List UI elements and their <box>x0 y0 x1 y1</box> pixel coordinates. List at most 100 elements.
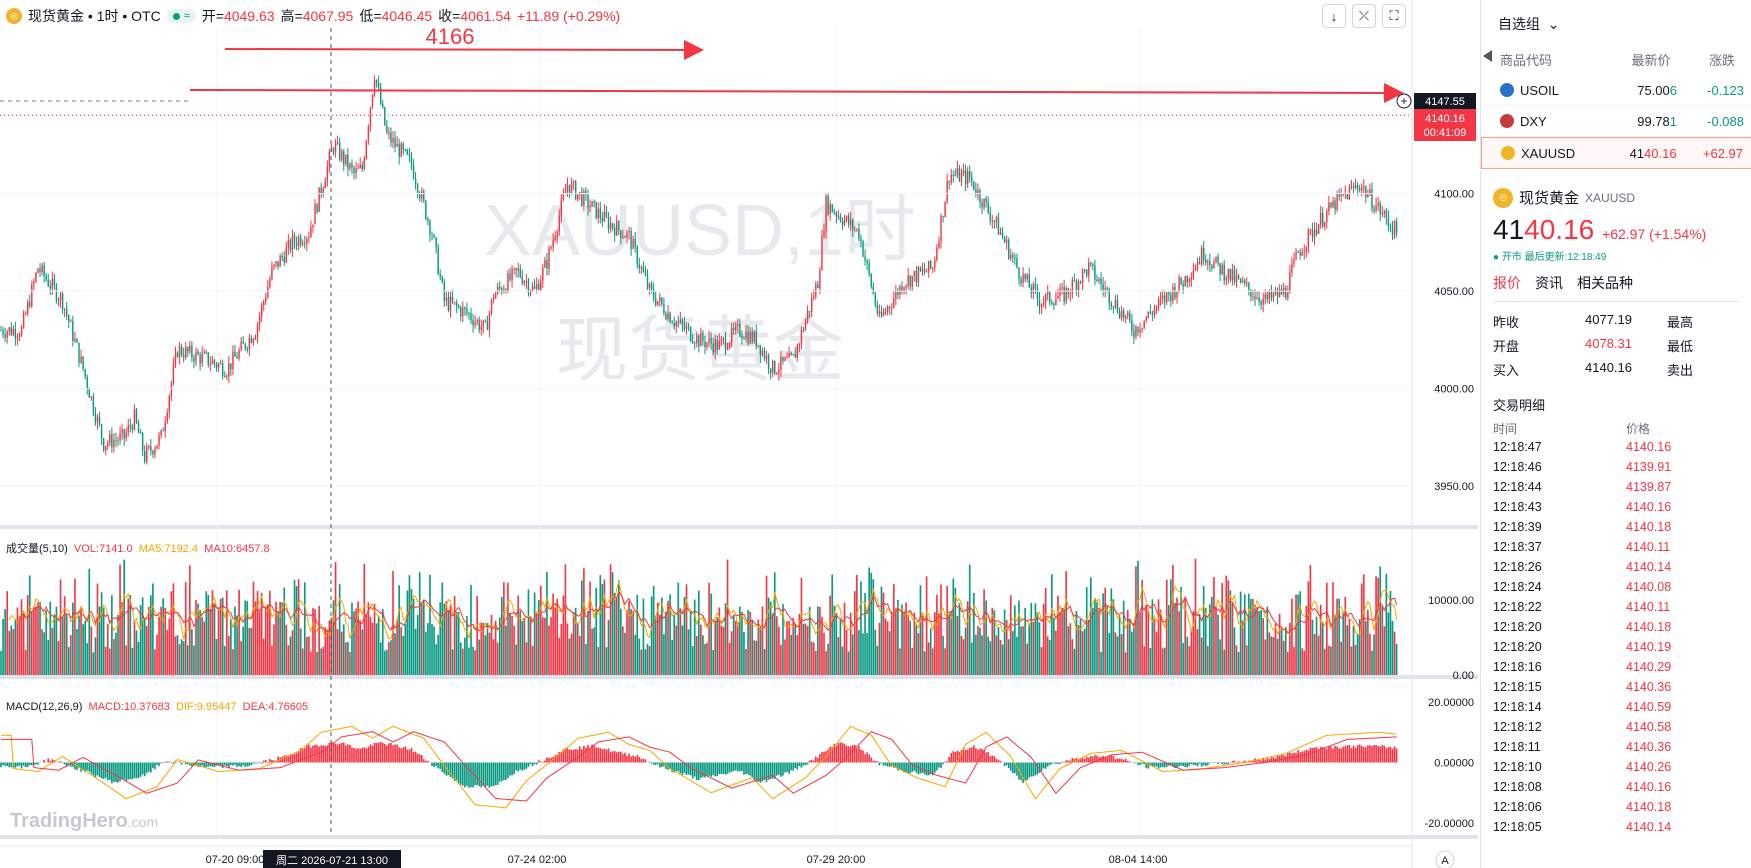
tab-news[interactable]: 资讯 <box>1535 275 1563 291</box>
volume-bar <box>28 575 31 675</box>
candle-body <box>1307 229 1310 247</box>
candle-body <box>457 306 460 308</box>
volume-bar <box>1369 633 1371 675</box>
volume-bar <box>888 631 891 675</box>
candle-body <box>429 220 431 235</box>
macd-hist-bar <box>765 762 768 782</box>
candle-body <box>63 308 66 310</box>
macd-hist-bar <box>1182 762 1184 766</box>
download-icon[interactable]: ↓ <box>1322 4 1346 28</box>
candle-body <box>1059 288 1061 296</box>
macd-hist-bar <box>535 762 538 765</box>
macd-hist-bar <box>223 762 226 766</box>
candle-body <box>669 312 671 323</box>
candle-body <box>1315 229 1318 234</box>
candle-body <box>355 168 357 174</box>
volume-bar <box>537 600 540 675</box>
candle-body <box>76 338 78 343</box>
volume-bar <box>515 644 517 675</box>
candle-body <box>654 298 657 305</box>
watchlist-price: 4140.16 <box>1596 146 1677 161</box>
candle-body <box>954 175 957 177</box>
candle-body <box>1079 281 1082 283</box>
candle-body <box>1081 269 1084 283</box>
volume-bar <box>1057 595 1059 675</box>
tab-quote[interactable]: 报价 <box>1493 275 1521 291</box>
macd-hist-bar <box>353 748 355 763</box>
volume-bar <box>677 582 680 675</box>
market-status-pill[interactable]: ≈ <box>166 9 196 23</box>
watchlist-group-selector[interactable]: 自选组 ⌄ <box>1481 0 1751 42</box>
macd-hist-bar <box>363 747 366 763</box>
candle-body <box>474 322 476 326</box>
candle-body <box>1379 203 1381 214</box>
candle-body <box>209 363 212 365</box>
candle-body <box>78 342 80 363</box>
candle-body <box>1127 312 1129 316</box>
symbol-title[interactable]: 现货黄金 • 1时 • OTC <box>28 8 161 24</box>
volume-bar <box>1081 631 1084 675</box>
volume-bar <box>35 606 37 675</box>
collapse-icon[interactable]: ⤫ <box>1352 4 1376 28</box>
volume-bar <box>383 650 386 675</box>
candle-body <box>228 363 230 377</box>
candle-body <box>336 142 339 144</box>
trades-list[interactable]: 12:18:47 4140.16 12:18:46 4139.91 12:18:44 41… <box>1493 437 1740 837</box>
chart-canvas[interactable]: XAUUSD,1时现货黄金4100.004050.004000.003950.0… <box>0 0 1478 868</box>
volume-bar <box>535 613 538 675</box>
volume-bar <box>1289 622 1291 675</box>
volume-bar <box>472 646 474 675</box>
volume-bar <box>981 635 983 675</box>
col-symbol[interactable]: 商品代码 <box>1500 53 1553 68</box>
volume-bar <box>455 612 458 675</box>
macd-hist-bar <box>1040 762 1043 771</box>
volume-bar <box>76 629 78 675</box>
candle-body <box>246 348 249 350</box>
volume-bar <box>1206 646 1209 675</box>
volume-bar <box>10 625 13 675</box>
candle-body <box>726 347 729 350</box>
watchlist-row-usoil[interactable]: USOIL 75.006 -0.123 <box>1481 75 1751 106</box>
candle-body <box>759 345 762 356</box>
macd-hist-bar <box>234 762 236 765</box>
watchlist-row-xauusd[interactable]: XAUUSD 4140.16 +62.97 <box>1481 137 1751 169</box>
col-price[interactable]: 最新价 <box>1631 53 1671 68</box>
volume-bar <box>802 623 805 675</box>
volume-bar <box>747 610 749 675</box>
macd-hist-bar <box>1280 754 1283 763</box>
watermark-line2: 现货黄金 <box>556 311 844 391</box>
candle-body <box>923 269 926 272</box>
chart-area[interactable]: XAUUSD,1时 现货黄金 4100.00 4050.00 4000.00 3950.0… <box>0 0 1478 868</box>
candle-body <box>913 271 916 276</box>
candle-body <box>927 261 930 272</box>
volume-bar <box>1276 638 1279 675</box>
candle-body <box>213 360 216 364</box>
watchlist-change: -0.088 <box>1707 113 1744 129</box>
volume-bar <box>371 622 374 675</box>
trade-price: 4140.19 <box>1626 640 1672 654</box>
col-change[interactable]: 涨跌 <box>1708 53 1735 68</box>
volume-bar <box>408 575 411 675</box>
tab-related[interactable]: 相关品种 <box>1577 275 1633 291</box>
watchlist-row-dxy[interactable]: DXY 99.781 -0.088 <box>1481 106 1751 137</box>
candle-body <box>146 447 148 462</box>
candle-body <box>1303 251 1305 253</box>
macd-hist-bar <box>1120 758 1123 763</box>
volume-bar <box>108 648 111 675</box>
volume-bar <box>1044 587 1047 675</box>
volume-bar <box>435 644 437 675</box>
volume-bar <box>663 634 665 675</box>
fullscreen-icon[interactable]: ⛶ <box>1382 4 1406 28</box>
macd-hist-bar <box>254 762 257 764</box>
macd-hist-bar <box>993 756 996 763</box>
volume-bar <box>934 612 936 675</box>
candle-body <box>232 352 234 370</box>
candle-body <box>1046 291 1049 295</box>
candle-body <box>14 329 17 338</box>
macd-hist-bar <box>556 754 559 763</box>
volume-bar <box>667 600 669 675</box>
volume-bar <box>1036 612 1039 675</box>
volume-bar <box>546 572 548 675</box>
macd-hist-bar <box>1155 762 1158 767</box>
macd-hist-bar <box>542 761 544 763</box>
